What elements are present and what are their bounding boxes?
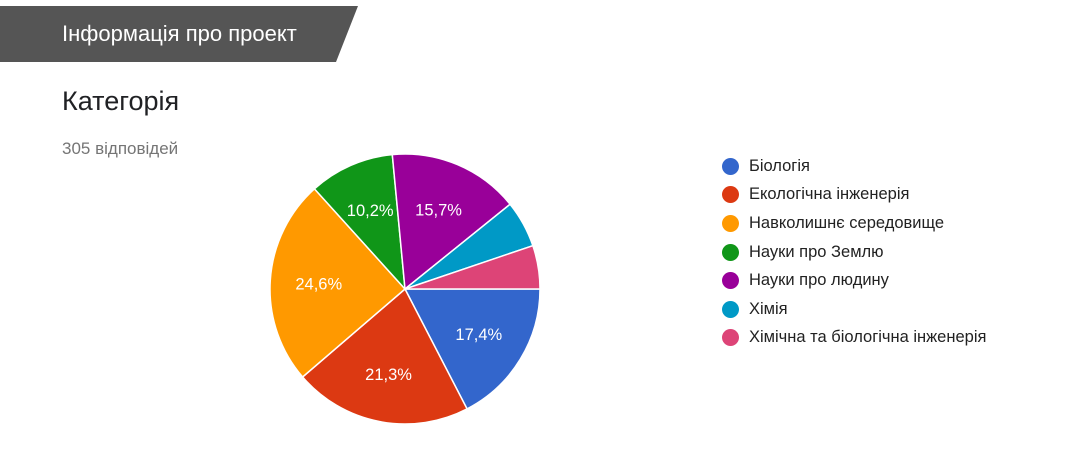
legend-swatch xyxy=(722,272,739,290)
legend-swatch xyxy=(722,157,739,175)
pie-data-label-1: 17,4% xyxy=(455,326,502,344)
section-header: Інформація про проект xyxy=(0,6,358,62)
pie-slice-3[interactable] xyxy=(269,187,407,379)
section-title: Інформація про проект xyxy=(62,21,297,46)
question-title: Категорія xyxy=(62,86,180,116)
legend-item[interactable]: Науки про людину xyxy=(722,266,986,295)
pie-data-label-4: 10,2% xyxy=(347,202,394,220)
legend-swatch xyxy=(722,243,739,261)
pie-data-label-5: 15,7% xyxy=(415,201,462,219)
pie-data-label-2: 21,3% xyxy=(365,366,412,384)
legend-swatch xyxy=(722,214,739,232)
legend-swatch xyxy=(722,186,739,204)
legend-item[interactable]: Хімія xyxy=(722,295,986,324)
legend-item[interactable]: Біологія xyxy=(722,152,986,181)
legend-label: Науки про Землю xyxy=(749,242,884,261)
legend-item[interactable]: Навколишнє середовище xyxy=(722,209,986,238)
legend-swatch xyxy=(722,329,739,347)
chart-legend: Біологія Екологічна інженерія Навколишнє с… xyxy=(722,152,986,352)
legend-item[interactable]: Екологічна інженерія xyxy=(722,181,986,210)
pie-slice-5[interactable] xyxy=(391,153,512,291)
legend-label: Хімія xyxy=(749,299,788,318)
pie-slice-1[interactable] xyxy=(403,288,541,410)
pie-slice-2[interactable] xyxy=(301,287,469,425)
response-count: 305 відповідей xyxy=(62,139,179,158)
legend-label: Біологія xyxy=(749,156,810,175)
pie-slice-7[interactable] xyxy=(404,244,541,290)
legend-swatch xyxy=(722,300,739,318)
legend-label: Хімічна та біологічна інженерія xyxy=(749,328,987,347)
legend-label: Навколишнє середовище xyxy=(749,213,945,232)
section-header-banner xyxy=(0,6,358,62)
legend-item[interactable]: Науки про Землю xyxy=(722,238,986,267)
legend-item[interactable]: Хімічна та біологічна інженерія xyxy=(722,324,986,353)
pie-slice-4[interactable] xyxy=(313,153,406,292)
legend-label: Екологічна інженерія xyxy=(749,185,910,204)
legend-label: Науки про людину xyxy=(749,271,889,290)
pie-data-label-3: 24,6% xyxy=(295,276,342,294)
